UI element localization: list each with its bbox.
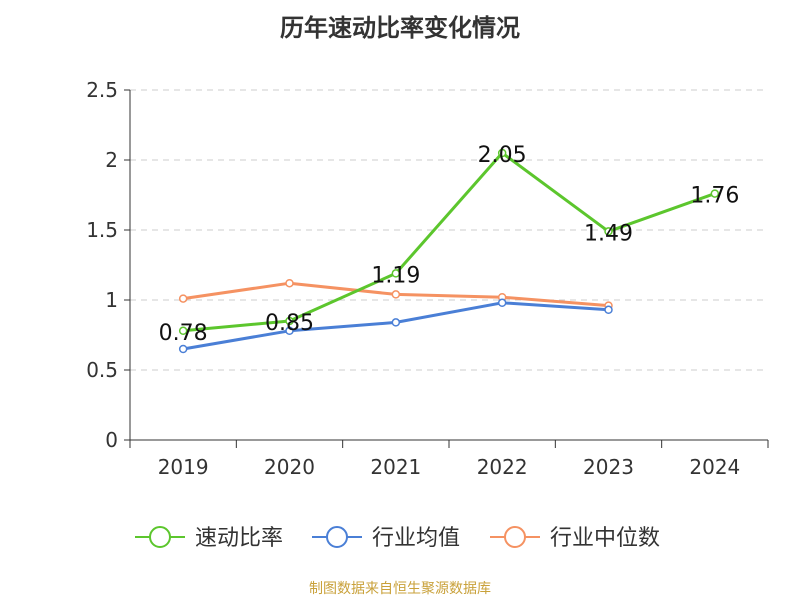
legend-item[interactable]: 行业中位数 <box>490 526 660 551</box>
legend-marker <box>326 526 348 548</box>
y-tick-label: 2.5 <box>86 78 118 102</box>
data-point <box>285 278 294 288</box>
data-labels: 0.78 0.85 1.19 2.05 1.49 1.76 <box>159 143 740 346</box>
source-note: 制图数据来自恒生聚源数据库 <box>309 581 491 597</box>
legend-label: 行业中位数 <box>550 526 660 551</box>
data-point <box>497 148 507 158</box>
chart-title: 历年速动比率变化情况 <box>280 14 520 42</box>
x-tick-label: 2023 <box>583 455 634 479</box>
data-point <box>178 344 188 354</box>
x-tick-label: 2022 <box>477 455 528 479</box>
x-tick-label: 2024 <box>689 455 740 479</box>
legend-label: 行业均值 <box>372 526 460 551</box>
data-label: 0.85 <box>265 311 314 336</box>
data-label: 1.76 <box>690 184 739 209</box>
data-point <box>710 189 720 198</box>
data-point <box>285 316 294 326</box>
series-line <box>183 151 716 333</box>
data-label: 1.49 <box>584 221 633 246</box>
x-tick-label: 2020 <box>264 455 315 479</box>
data-point <box>285 326 294 336</box>
legend-item[interactable]: 速动比率 <box>135 526 283 551</box>
x-tick-label: 2021 <box>370 455 421 479</box>
legend[interactable]: 速动比率 行业均值 行业中位数 <box>135 526 660 551</box>
series <box>178 148 720 354</box>
y-tick-label: 1 <box>105 288 118 312</box>
legend-item[interactable]: 行业均值 <box>312 526 460 551</box>
y-tick-label: 2 <box>105 148 118 172</box>
data-label: 0.78 <box>159 321 208 346</box>
data-point <box>178 326 188 336</box>
legend-marker <box>504 526 526 548</box>
x-tick-label: 2019 <box>158 455 209 479</box>
data-point <box>497 298 507 308</box>
data-point <box>178 294 188 303</box>
data-label: 1.19 <box>371 263 420 288</box>
data-point <box>604 227 613 236</box>
axes: 0 0.5 1 1.5 2 2.5 2019 2020 2021 2022 2023 2024 <box>86 78 769 479</box>
data-point <box>391 269 401 278</box>
legend-marker <box>149 526 171 548</box>
y-tick-label: 0.5 <box>86 358 118 382</box>
data-point <box>604 305 613 315</box>
data-point <box>391 290 401 299</box>
legend-label: 速动比率 <box>195 526 283 551</box>
y-tick-label: 1.5 <box>86 218 118 242</box>
y-tick-label: 0 <box>105 428 118 452</box>
data-label: 2.05 <box>478 143 527 168</box>
grid <box>130 89 768 371</box>
data-point <box>391 318 401 327</box>
